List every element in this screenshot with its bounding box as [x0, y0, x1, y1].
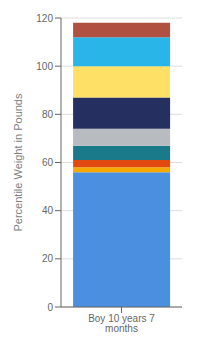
svg-text:100: 100: [36, 61, 53, 72]
svg-text:Boy 10 years 7months: Boy 10 years 7months: [88, 313, 155, 334]
svg-text:120: 120: [36, 13, 53, 24]
svg-text:20: 20: [42, 253, 54, 264]
svg-text:80: 80: [42, 109, 54, 120]
svg-text:40: 40: [42, 205, 54, 216]
svg-text:Percentile Weight in Pounds: Percentile Weight in Pounds: [12, 93, 24, 231]
svg-text:0: 0: [47, 302, 53, 313]
svg-text:60: 60: [42, 157, 54, 168]
